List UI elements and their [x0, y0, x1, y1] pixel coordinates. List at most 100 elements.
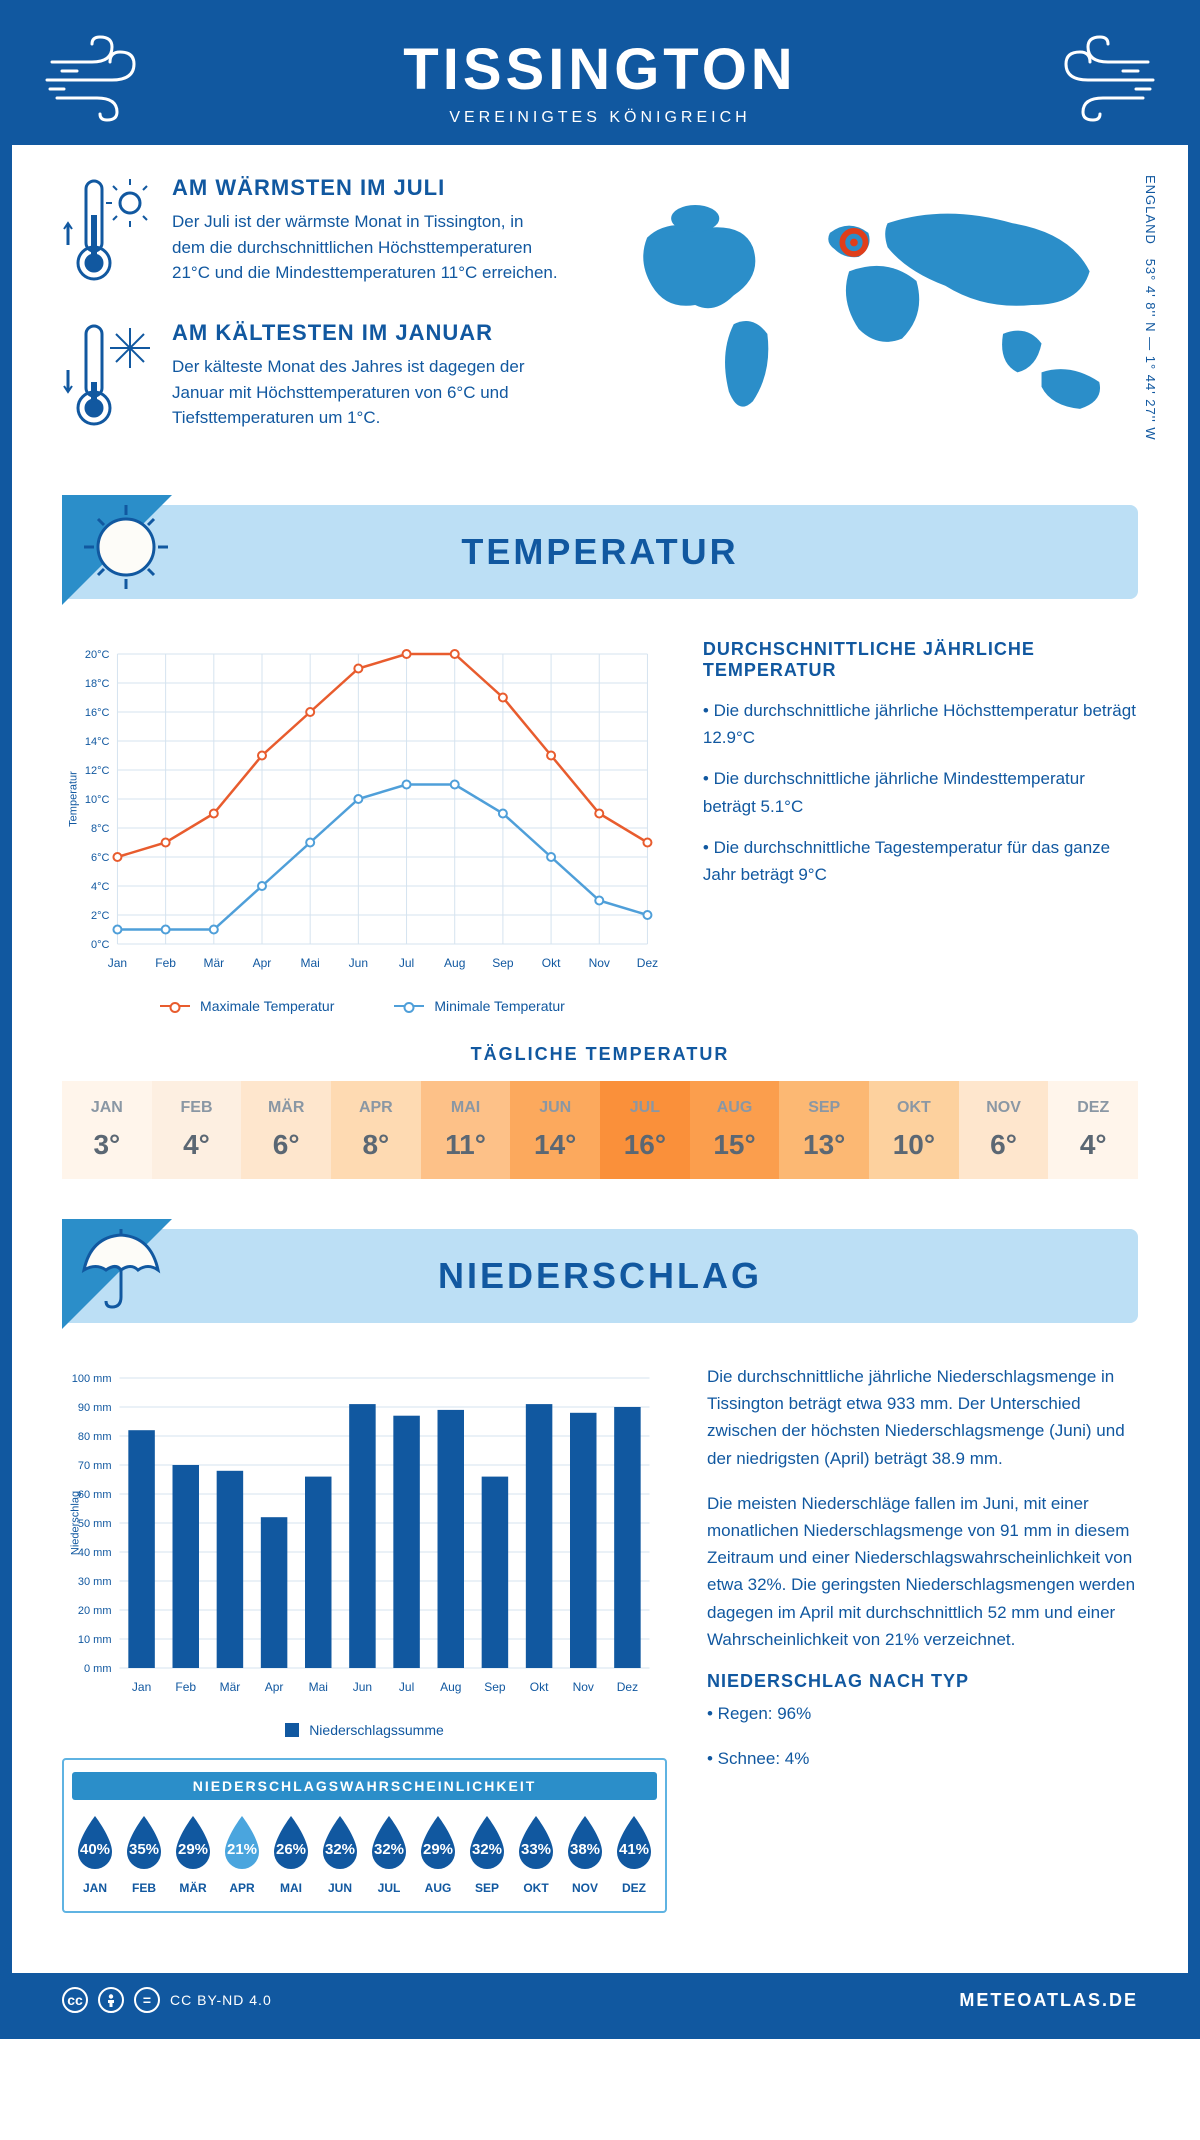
svg-text:0 mm: 0 mm: [84, 1663, 112, 1675]
temp-text-title: DURCHSCHNITTLICHE JÄHRLICHE TEMPERATUR: [703, 639, 1138, 681]
month-cell: MÄR6°: [241, 1081, 331, 1179]
temp-bullet: • Die durchschnittliche Tagestemperatur …: [703, 834, 1138, 888]
brand: METEOATLAS.DE: [959, 1990, 1138, 2011]
svg-text:32%: 32%: [325, 1841, 355, 1858]
svg-text:70 mm: 70 mm: [78, 1460, 112, 1472]
svg-text:Jul: Jul: [399, 1680, 414, 1694]
section-precip-title: NIEDERSCHLAG: [82, 1255, 1118, 1297]
svg-text:0°C: 0°C: [91, 939, 110, 951]
wind-icon: [42, 32, 152, 122]
svg-text:Feb: Feb: [155, 956, 176, 970]
drop-item: 21%APR: [219, 1814, 265, 1895]
section-temperature-band: TEMPERATUR: [62, 505, 1138, 599]
license-icons: cc = CC BY-ND 4.0: [62, 1987, 272, 2013]
daily-temp-title: TÄGLICHE TEMPERATUR: [62, 1044, 1138, 1065]
svg-text:60 mm: 60 mm: [78, 1489, 112, 1501]
temp-bullet: • Die durchschnittliche jährliche Höchst…: [703, 697, 1138, 751]
svg-text:Nov: Nov: [573, 1680, 594, 1694]
thermometer-cold-icon: [62, 320, 152, 435]
umbrella-icon: [62, 1219, 172, 1329]
month-cell: OKT10°: [869, 1081, 959, 1179]
precip-type-rain: • Regen: 96%: [707, 1700, 1138, 1727]
drop-item: 32%SEP: [464, 1814, 510, 1895]
fact-coldest: AM KÄLTESTEN IM JANUAR Der kälteste Mona…: [62, 320, 559, 435]
svg-text:16°C: 16°C: [85, 707, 110, 719]
temperature-row: 0°C2°C4°C6°C8°C10°C12°C14°C16°C18°C20°CJ…: [62, 639, 1138, 1014]
precip-type-snow: • Schnee: 4%: [707, 1745, 1138, 1772]
month-cell: MAI11°: [421, 1081, 511, 1179]
daily-temp-table: JAN3°FEB4°MÄR6°APR8°MAI11°JUN14°JUL16°AU…: [62, 1081, 1138, 1179]
svg-text:38%: 38%: [570, 1841, 600, 1858]
svg-text:41%: 41%: [619, 1841, 649, 1858]
page-title: TISSINGTON: [32, 36, 1168, 103]
svg-text:Jan: Jan: [108, 956, 127, 970]
precip-legend: Niederschlagssumme: [309, 1722, 444, 1738]
svg-text:8°C: 8°C: [91, 823, 110, 835]
footer: cc = CC BY-ND 4.0 METEOATLAS.DE: [12, 1973, 1188, 2027]
svg-text:Dez: Dez: [617, 1680, 638, 1694]
svg-text:Okt: Okt: [542, 956, 561, 970]
temp-chart-legend: Maximale Temperatur Minimale Temperatur: [62, 998, 663, 1014]
drop-item: 33%OKT: [513, 1814, 559, 1895]
month-cell: FEB4°: [152, 1081, 242, 1179]
svg-text:Okt: Okt: [530, 1680, 549, 1694]
precipitation-left: 0 mm10 mm20 mm30 mm40 mm50 mm60 mm70 mm8…: [62, 1363, 667, 1913]
temp-bullet: • Die durchschnittliche jährliche Mindes…: [703, 765, 1138, 819]
svg-text:Dez: Dez: [637, 956, 658, 970]
wind-icon: [1048, 32, 1158, 122]
drop-item: 29%AUG: [415, 1814, 461, 1895]
prob-title: NIEDERSCHLAGSWAHRSCHEINLICHKEIT: [72, 1772, 657, 1800]
page-subtitle: VEREINIGTES KÖNIGREICH: [32, 109, 1168, 127]
svg-text:Mär: Mär: [220, 1680, 241, 1694]
precipitation-summary: Die durchschnittliche jährliche Niedersc…: [707, 1363, 1138, 1913]
month-cell: JUN14°: [510, 1081, 600, 1179]
svg-text:6°C: 6°C: [91, 852, 110, 864]
svg-text:90 mm: 90 mm: [78, 1402, 112, 1414]
svg-text:Apr: Apr: [253, 956, 272, 970]
drop-item: 38%NOV: [562, 1814, 608, 1895]
svg-text:33%: 33%: [521, 1841, 551, 1858]
cc-icon: cc: [62, 1987, 88, 2013]
section-temp-title: TEMPERATUR: [82, 531, 1118, 573]
month-cell: JAN3°: [62, 1081, 152, 1179]
svg-text:Mai: Mai: [309, 1680, 328, 1694]
drop-item: 32%JUN: [317, 1814, 363, 1895]
svg-text:20°C: 20°C: [85, 649, 110, 661]
svg-text:Jan: Jan: [132, 1680, 151, 1694]
drop-item: 41%DEZ: [611, 1814, 657, 1895]
svg-text:Sep: Sep: [492, 956, 514, 970]
by-icon: [98, 1987, 124, 2013]
svg-text:100 mm: 100 mm: [72, 1373, 112, 1385]
svg-text:32%: 32%: [472, 1841, 502, 1858]
svg-text:Jul: Jul: [399, 956, 414, 970]
svg-text:4°C: 4°C: [91, 881, 110, 893]
svg-text:Aug: Aug: [440, 1680, 461, 1694]
svg-text:Niederschlag: Niederschlag: [70, 1491, 82, 1555]
svg-text:29%: 29%: [178, 1841, 208, 1858]
svg-text:Temperatur: Temperatur: [67, 771, 79, 827]
svg-text:40%: 40%: [80, 1841, 110, 1858]
svg-text:Sep: Sep: [484, 1680, 506, 1694]
drop-item: 29%MÄR: [170, 1814, 216, 1895]
precip-paragraph: Die durchschnittliche jährliche Niedersc…: [707, 1363, 1138, 1472]
svg-text:Aug: Aug: [444, 956, 465, 970]
coordinates: ENGLAND 53° 4' 8'' N — 1° 44' 27'' W: [1143, 175, 1158, 441]
svg-text:21%: 21%: [227, 1841, 257, 1858]
fact-warmest: AM WÄRMSTEN IM JULI Der Juli ist der wär…: [62, 175, 559, 290]
facts-row: AM WÄRMSTEN IM JULI Der Juli ist der wär…: [62, 175, 1138, 465]
thermometer-hot-icon: [62, 175, 152, 290]
month-cell: AUG15°: [690, 1081, 780, 1179]
temperature-line-chart: 0°C2°C4°C6°C8°C10°C12°C14°C16°C18°C20°CJ…: [62, 639, 663, 1014]
svg-text:Apr: Apr: [265, 1680, 284, 1694]
precipitation-bar-chart: 0 mm10 mm20 mm30 mm40 mm50 mm60 mm70 mm8…: [62, 1363, 667, 1738]
svg-text:Mär: Mär: [203, 956, 224, 970]
month-cell: DEZ4°: [1048, 1081, 1138, 1179]
month-cell: APR8°: [331, 1081, 421, 1179]
fact-cold-body: Der kälteste Monat des Jahres ist dagege…: [172, 354, 559, 431]
world-map: ENGLAND 53° 4' 8'' N — 1° 44' 27'' W: [599, 175, 1138, 465]
svg-text:2°C: 2°C: [91, 910, 110, 922]
svg-text:50 mm: 50 mm: [78, 1518, 112, 1530]
drops-row: 40%JAN35%FEB29%MÄR21%APR26%MAI32%JUN32%J…: [72, 1814, 657, 1895]
nd-icon: =: [134, 1987, 160, 2013]
svg-text:80 mm: 80 mm: [78, 1431, 112, 1443]
